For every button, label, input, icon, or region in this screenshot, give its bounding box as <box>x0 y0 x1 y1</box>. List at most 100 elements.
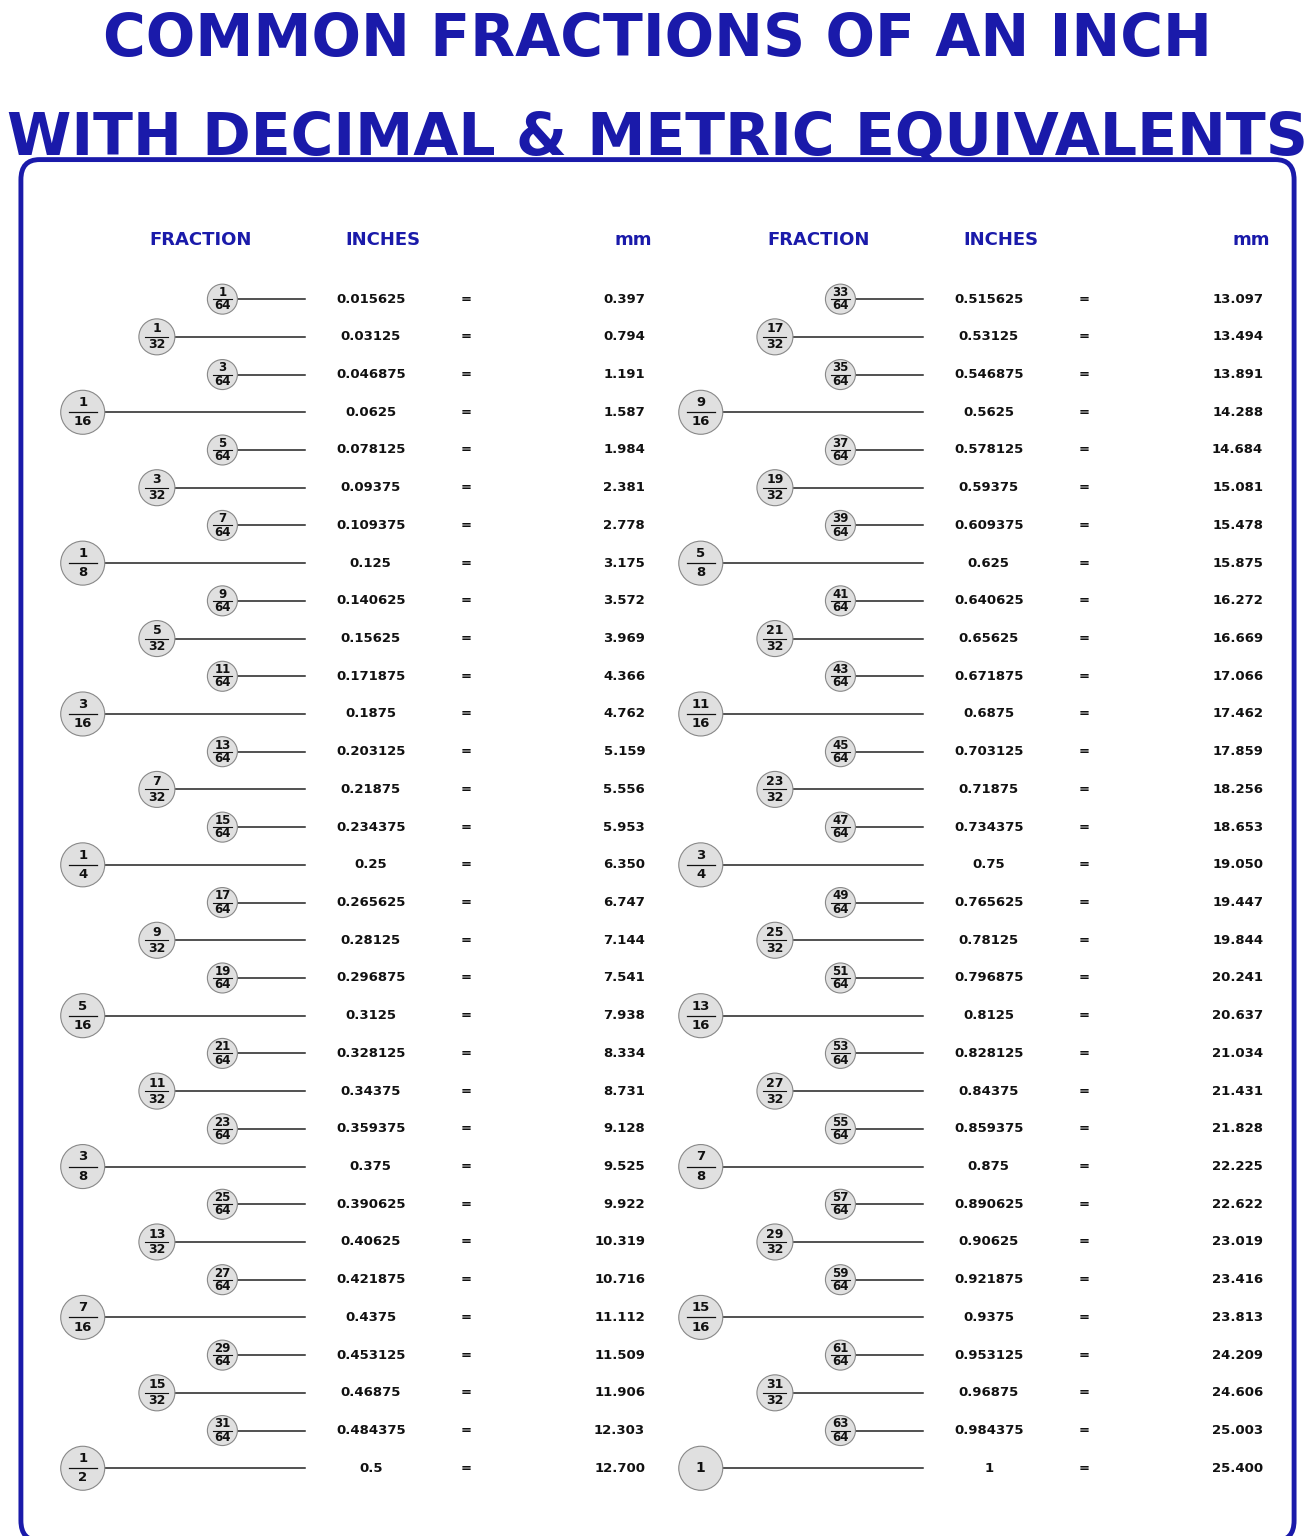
Text: 7: 7 <box>218 513 226 525</box>
Text: 5.556: 5.556 <box>604 783 646 796</box>
Text: 57: 57 <box>832 1190 848 1204</box>
Text: 32: 32 <box>149 338 166 352</box>
Text: 64: 64 <box>214 828 230 840</box>
Text: 64: 64 <box>214 375 230 387</box>
Text: 3: 3 <box>696 849 705 862</box>
Text: 0.53125: 0.53125 <box>959 330 1019 344</box>
Text: 64: 64 <box>214 525 230 539</box>
Text: 15.875: 15.875 <box>1212 556 1264 570</box>
Text: =: = <box>460 293 471 306</box>
Text: =: = <box>1078 1462 1089 1475</box>
Text: =: = <box>460 1349 471 1361</box>
Text: =: = <box>460 556 471 570</box>
Ellipse shape <box>208 737 238 766</box>
Text: 64: 64 <box>214 1204 230 1218</box>
Ellipse shape <box>208 1189 238 1220</box>
Text: 7: 7 <box>78 1301 87 1315</box>
Text: 12.700: 12.700 <box>594 1462 646 1475</box>
Text: mm: mm <box>1232 230 1269 249</box>
Text: =: = <box>460 1009 471 1021</box>
Text: 0.65625: 0.65625 <box>959 631 1019 645</box>
Text: 1: 1 <box>696 1461 706 1475</box>
Text: 0.46875: 0.46875 <box>341 1387 401 1399</box>
Text: 22.622: 22.622 <box>1212 1198 1264 1210</box>
Text: 64: 64 <box>832 375 848 387</box>
Text: 0.09375: 0.09375 <box>341 481 401 495</box>
Ellipse shape <box>208 1339 238 1370</box>
Text: 0.609375: 0.609375 <box>953 519 1023 531</box>
Text: =: = <box>460 631 471 645</box>
Text: 3: 3 <box>78 697 87 711</box>
Text: 17: 17 <box>767 323 784 335</box>
Text: 0.21875: 0.21875 <box>341 783 401 796</box>
Text: 5: 5 <box>78 1000 87 1012</box>
Text: 0.171875: 0.171875 <box>337 670 405 684</box>
Text: =: = <box>460 1273 471 1286</box>
Text: 16: 16 <box>74 1018 92 1032</box>
Text: 0.671875: 0.671875 <box>955 670 1023 684</box>
Text: 25.003: 25.003 <box>1212 1424 1264 1438</box>
Text: 64: 64 <box>832 1204 848 1218</box>
Text: 0.34375: 0.34375 <box>341 1084 401 1098</box>
Text: 23: 23 <box>214 1115 230 1129</box>
Text: 64: 64 <box>832 1430 848 1444</box>
Text: FRACTION: FRACTION <box>149 230 251 249</box>
Ellipse shape <box>826 435 856 465</box>
Text: =: = <box>460 934 471 946</box>
Text: 0.28125: 0.28125 <box>341 934 401 946</box>
Text: =: = <box>1078 1424 1089 1438</box>
Text: 39: 39 <box>832 513 848 525</box>
Text: 61: 61 <box>832 1342 848 1355</box>
Text: 31: 31 <box>214 1418 230 1430</box>
Text: 64: 64 <box>832 525 848 539</box>
Text: 7.541: 7.541 <box>604 971 646 985</box>
Ellipse shape <box>139 1224 175 1260</box>
Ellipse shape <box>826 1339 856 1370</box>
Text: 64: 64 <box>832 676 848 690</box>
Text: 43: 43 <box>832 664 848 676</box>
Text: 16: 16 <box>74 1321 92 1333</box>
Text: 37: 37 <box>832 436 848 450</box>
Text: 19.844: 19.844 <box>1212 934 1264 946</box>
Text: =: = <box>1078 745 1089 759</box>
Text: 0.84375: 0.84375 <box>959 1084 1019 1098</box>
Text: 6.747: 6.747 <box>604 895 646 909</box>
Text: 15.478: 15.478 <box>1212 519 1264 531</box>
Text: 0.375: 0.375 <box>350 1160 392 1174</box>
Text: 14.288: 14.288 <box>1212 406 1264 419</box>
Text: 15: 15 <box>214 814 230 826</box>
Text: 0.640625: 0.640625 <box>953 594 1023 607</box>
Text: 32: 32 <box>149 942 166 955</box>
Text: 0.015625: 0.015625 <box>337 293 405 306</box>
Text: 14.684: 14.684 <box>1212 444 1264 456</box>
Text: 8.731: 8.731 <box>604 1084 646 1098</box>
Text: 64: 64 <box>214 1430 230 1444</box>
Text: 3: 3 <box>218 361 226 375</box>
Ellipse shape <box>826 1038 856 1069</box>
Text: 11: 11 <box>214 664 230 676</box>
Ellipse shape <box>60 1144 105 1189</box>
Ellipse shape <box>757 1074 793 1109</box>
Text: 11: 11 <box>149 1077 166 1089</box>
Text: 32: 32 <box>767 338 784 352</box>
Text: 0.9375: 0.9375 <box>964 1310 1014 1324</box>
Text: 21: 21 <box>767 624 784 637</box>
Text: 32: 32 <box>149 1244 166 1256</box>
Text: 64: 64 <box>832 903 848 915</box>
Text: 64: 64 <box>832 828 848 840</box>
Text: 64: 64 <box>832 1355 848 1369</box>
Text: 0.734375: 0.734375 <box>953 820 1023 834</box>
Text: 9: 9 <box>218 588 226 601</box>
Text: 64: 64 <box>832 601 848 614</box>
Text: 1: 1 <box>78 849 87 862</box>
Text: 11.112: 11.112 <box>594 1310 646 1324</box>
Text: 8: 8 <box>696 567 705 579</box>
Text: =: = <box>1078 330 1089 344</box>
Text: 7: 7 <box>153 776 162 788</box>
Text: =: = <box>1078 293 1089 306</box>
Ellipse shape <box>60 1295 105 1339</box>
Text: 16: 16 <box>692 415 710 429</box>
Text: 0.0625: 0.0625 <box>345 406 396 419</box>
Ellipse shape <box>826 510 856 541</box>
FancyBboxPatch shape <box>21 160 1294 1536</box>
